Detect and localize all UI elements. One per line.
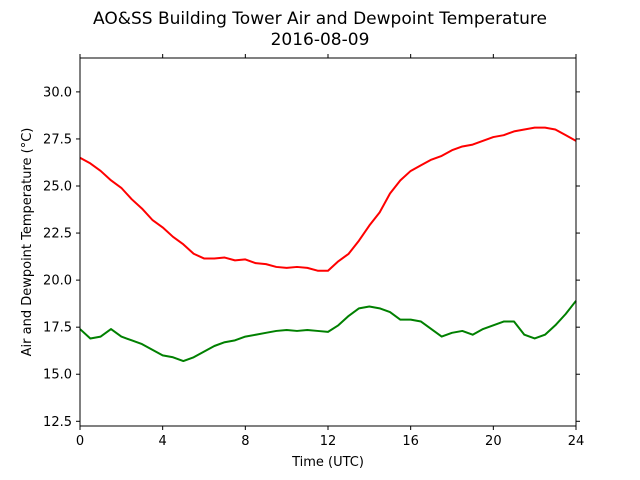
x-tick-label: 24 [568,434,585,449]
plot-frame [79,57,577,427]
x-tick-label: 20 [485,434,502,449]
y-tick-label: 15.0 [43,368,72,383]
y-tick-label: 25.0 [43,180,72,195]
y-axis-label: Air and Dewpoint Temperature (°C) [20,128,35,357]
y-tick-label: 12.5 [43,415,72,430]
y-tick-label: 30.0 [43,85,72,100]
x-tick-label: 8 [241,434,249,449]
chart-subtitle: 2016-08-09 [271,30,370,50]
x-tick-label: 0 [76,434,84,449]
x-axis-label: Time (UTC) [291,455,364,470]
chart-title: AO&SS Building Tower Air and Dewpoint Te… [93,9,547,29]
series-line-1 [79,300,577,363]
x-tick-label: 12 [320,434,337,449]
y-tick-label: 22.5 [43,227,72,242]
series-line-0 [79,126,577,272]
series-layer [79,126,577,363]
x-tick-label: 16 [402,434,419,449]
y-tick-label: 20.0 [43,274,72,289]
tick-layer: 0 4 8 12 16 20 24 12.5 15.0 17.5 20.0 22.5 25.0 27.5 3… [43,54,584,449]
y-tick-label: 17.5 [43,321,72,336]
y-tick-label: 27.5 [43,132,72,147]
x-tick-label: 4 [159,434,167,449]
